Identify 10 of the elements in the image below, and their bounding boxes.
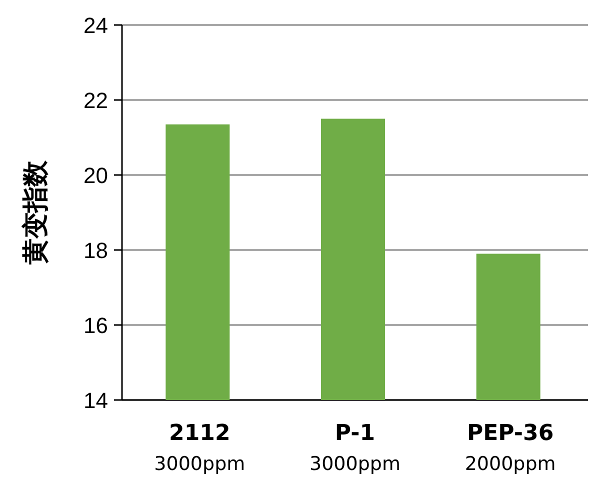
y-tick-label: 20: [84, 163, 108, 188]
y-tick-label: 24: [84, 13, 108, 38]
x-tick-label: 2112 3000ppm: [154, 421, 246, 475]
y-axis-title: 黄变指数: [21, 160, 51, 266]
y-tick-label: 16: [84, 313, 108, 338]
x-tick-label: P-1 3000ppm: [310, 421, 400, 475]
y-tick-label: 14: [84, 388, 108, 413]
x-tick-label: PEP-36 2000ppm: [464, 421, 556, 475]
y-tick-label: 18: [84, 238, 108, 263]
y-tick-label: 22: [84, 88, 108, 113]
